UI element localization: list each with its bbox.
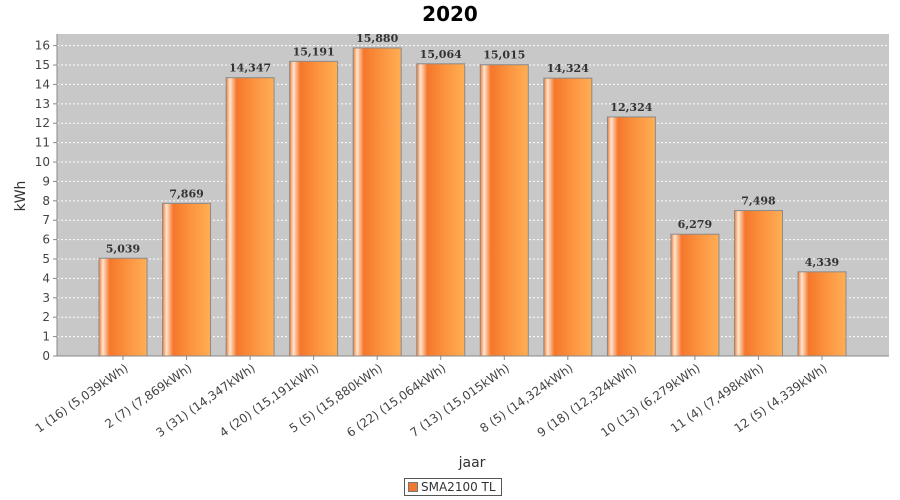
bar: [225, 77, 275, 357]
chart-title: 2020: [422, 2, 478, 26]
y-tick-label: 11: [35, 136, 50, 150]
bar: [797, 271, 847, 357]
bar: [289, 60, 339, 357]
y-tick-label: 16: [35, 39, 50, 53]
data-label: 14,347: [229, 62, 271, 75]
bar: [352, 47, 402, 357]
legend: SMA2100 TL: [404, 478, 502, 496]
y-tick-label: 3: [42, 291, 50, 305]
y-tick-label: 8: [42, 194, 50, 208]
data-label: 6,279: [678, 218, 712, 231]
data-label: 15,191: [293, 45, 335, 58]
data-label: 7,869: [169, 187, 203, 200]
data-label: 4,339: [805, 256, 839, 269]
y-tick-label: 1: [42, 330, 50, 344]
bar: [670, 233, 720, 357]
y-tick-label: 6: [42, 233, 50, 247]
y-tick-label: 13: [35, 97, 50, 111]
y-tick-label: 0: [42, 349, 50, 363]
y-tick-label: 5: [42, 252, 50, 266]
y-tick-label: 7: [42, 213, 50, 227]
bar: [98, 257, 148, 357]
legend-swatch: [408, 482, 418, 492]
data-label: 5,039: [106, 242, 140, 255]
y-axis-label: kWh: [13, 181, 29, 212]
data-label: 15,880: [356, 32, 398, 45]
data-label: 12,324: [610, 101, 652, 114]
data-label: 15,015: [483, 49, 525, 62]
y-tick-label: 15: [35, 58, 50, 72]
y-tick-label: 12: [35, 116, 50, 130]
bar: [733, 210, 783, 357]
bar: [606, 116, 656, 357]
bar: [479, 64, 529, 357]
bar: [162, 202, 212, 357]
x-axis-label: jaar: [458, 455, 486, 471]
bar: [543, 77, 593, 357]
y-tick-label: 4: [42, 271, 50, 285]
data-label: 7,498: [741, 195, 776, 208]
data-label: 14,324: [547, 62, 589, 75]
y-tick-label: 9: [42, 174, 50, 188]
y-tick-label: 10: [35, 155, 50, 169]
y-tick-label: 2: [42, 310, 50, 324]
data-label: 15,064: [420, 48, 462, 61]
legend-label: SMA2100 TL: [421, 480, 496, 494]
bar: [416, 63, 466, 357]
y-tick-label: 14: [35, 77, 50, 91]
